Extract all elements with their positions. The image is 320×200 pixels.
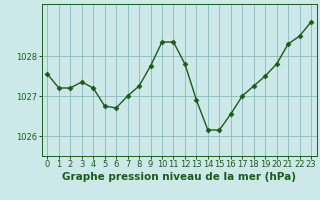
X-axis label: Graphe pression niveau de la mer (hPa): Graphe pression niveau de la mer (hPa)	[62, 172, 296, 182]
